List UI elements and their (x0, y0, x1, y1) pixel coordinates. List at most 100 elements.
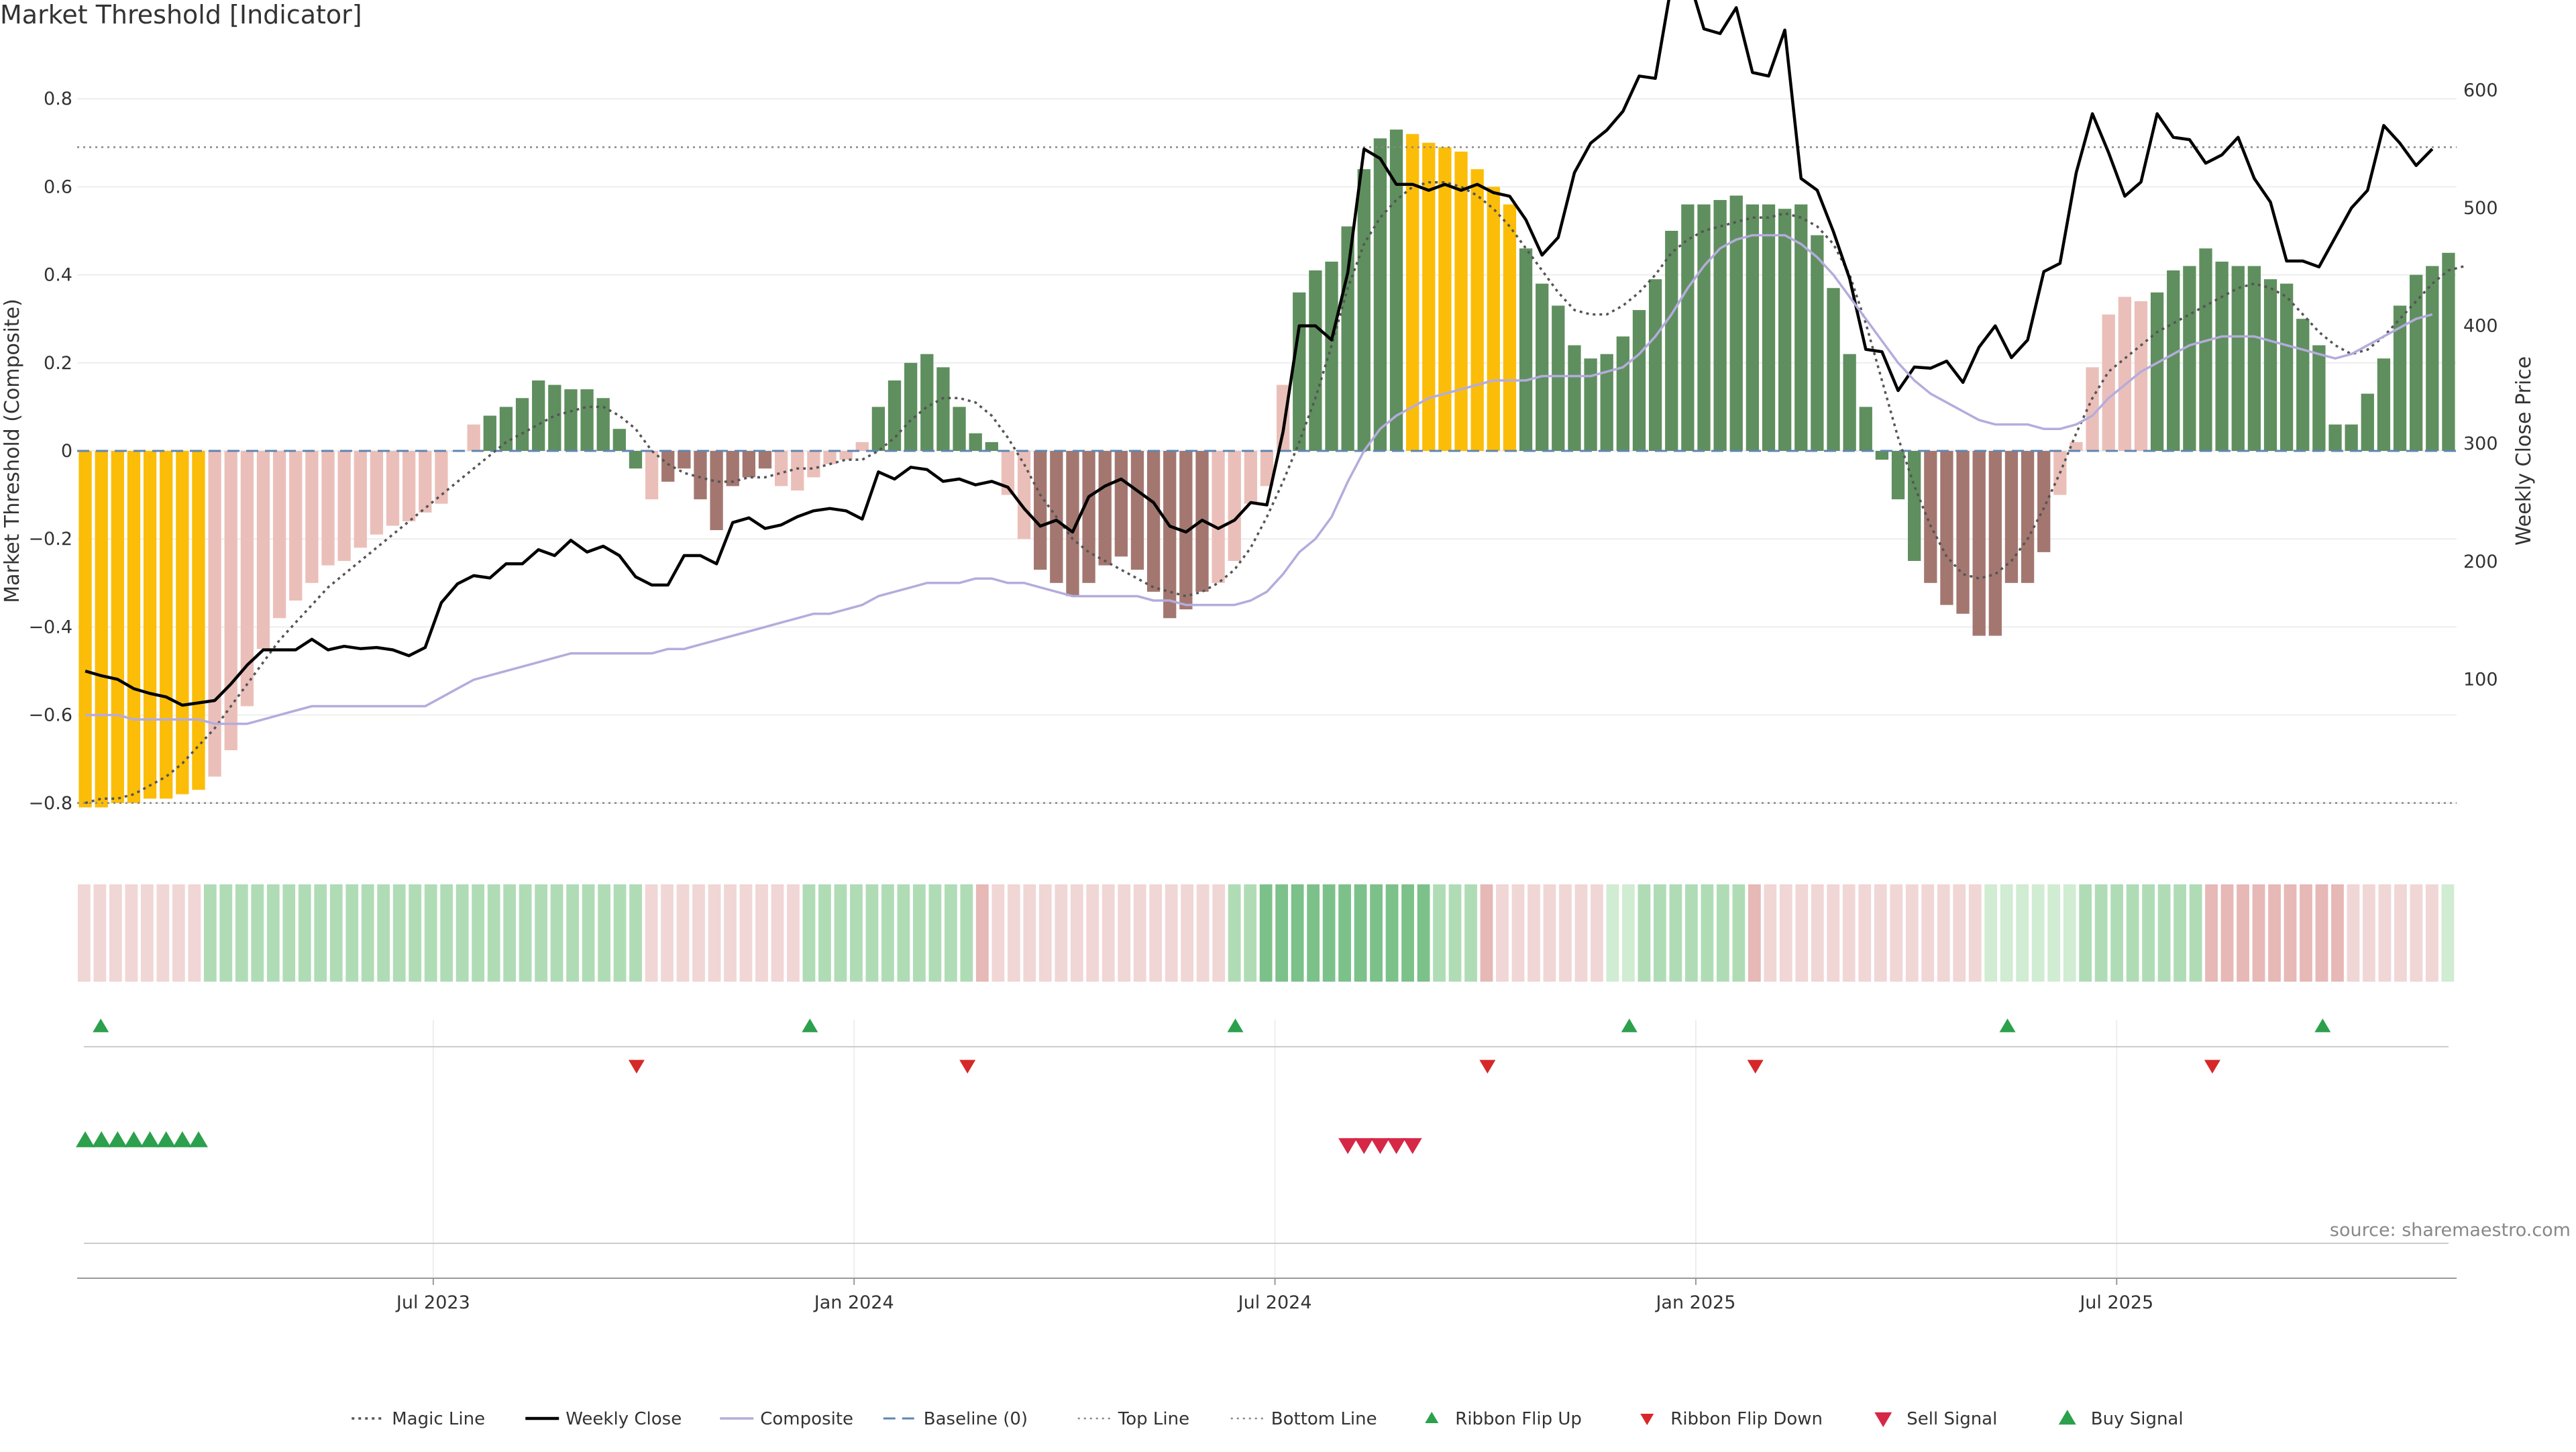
ribbon-cell (1622, 884, 1635, 982)
ribbon-cell (787, 884, 800, 982)
threshold-bar (402, 451, 416, 521)
ribbon-cell (1968, 884, 1982, 982)
ribbon-cell (1133, 884, 1146, 982)
threshold-bar (2296, 319, 2310, 451)
threshold-bar (1082, 451, 1095, 583)
threshold-bar (2070, 442, 2083, 451)
threshold-bar (435, 451, 448, 504)
ribbon-cell (1842, 884, 1856, 982)
buy-signal-marker (172, 1131, 192, 1147)
threshold-bar (2118, 297, 2132, 451)
ribbon-cell (2363, 884, 2375, 982)
threshold-bar (645, 451, 659, 500)
legend-swatch (1874, 1412, 1892, 1427)
threshold-bar (1811, 235, 1824, 451)
threshold-bar (467, 424, 480, 451)
threshold-bar (1697, 204, 1711, 451)
legend-label: Baseline (0) (924, 1409, 1028, 1429)
ribbon-cell (1953, 884, 1966, 982)
ribbon-cell (2205, 884, 2218, 982)
ribbon-cell (1385, 884, 1399, 982)
threshold-bar (1503, 204, 1517, 451)
ribbon-cell (1070, 884, 1083, 982)
threshold-bar (1729, 195, 1743, 451)
threshold-bar (127, 451, 141, 803)
threshold-bar (1552, 305, 1565, 451)
ribbon-cell (2331, 884, 2344, 982)
threshold-bar (224, 451, 237, 751)
ribbon-flip-down-marker (1747, 1059, 1764, 1074)
ribbon-cell (1417, 884, 1430, 982)
threshold-bar (1422, 142, 1436, 452)
threshold-bar (920, 354, 934, 451)
ribbon-flip-up-marker (1999, 1019, 2016, 1033)
legend-swatch (2058, 1410, 2076, 1425)
threshold-bar (2167, 270, 2180, 451)
threshold-bar (1212, 451, 1225, 583)
ribbon-cell (266, 884, 280, 982)
ribbon-cell (991, 884, 1005, 982)
ribbon-cell (834, 884, 847, 982)
y-axis-label-left: Market Threshold (Composite) (1, 299, 24, 603)
threshold-bar (515, 398, 529, 451)
ribbon-cell (2426, 884, 2438, 982)
buy-signal-marker (92, 1131, 111, 1147)
ribbon-cell (2378, 884, 2392, 982)
threshold-bar (985, 442, 998, 451)
ribbon-cell (78, 884, 91, 982)
ribbon-cell (1937, 884, 1950, 982)
threshold-bar (1600, 354, 1613, 451)
threshold-bar (2279, 283, 2294, 451)
chart-title: Market Threshold [Indicator] (0, 0, 362, 30)
ribbon-cell (1244, 884, 1257, 982)
ribbon-cell (2441, 884, 2455, 982)
ribbon-cell (392, 884, 406, 982)
threshold-bar (1017, 451, 1031, 539)
ribbon-cell (1181, 884, 1194, 982)
ribbon-cell (219, 884, 233, 982)
threshold-bar (2231, 266, 2245, 451)
threshold-bar (289, 451, 303, 601)
threshold-bar (1778, 209, 1792, 451)
threshold-bar (321, 451, 335, 566)
ribbon-cell (850, 884, 863, 982)
ribbon-cell (125, 884, 138, 982)
ribbon-cell (2315, 884, 2328, 982)
ribbon-cell (1811, 884, 1824, 982)
threshold-bar (354, 451, 367, 548)
ribbon-cell (1795, 884, 1809, 982)
threshold-bar (1260, 451, 1274, 486)
ribbon-cell (282, 884, 296, 982)
threshold-bar (2215, 261, 2229, 451)
ribbon-cell (2252, 884, 2265, 982)
threshold-bar (337, 451, 351, 561)
threshold-bar (2442, 252, 2455, 451)
threshold-bar (1616, 336, 1629, 451)
threshold-bar (1940, 451, 1953, 605)
threshold-bar (532, 380, 545, 451)
threshold-bar (176, 451, 189, 794)
ribbon-cell (472, 884, 485, 982)
threshold-bar (1357, 169, 1371, 451)
buy-signal-marker (108, 1131, 127, 1147)
x-tick-label: Jul 2023 (395, 1292, 470, 1313)
ribbon-cell (960, 884, 973, 982)
ribbon-cell (251, 884, 264, 982)
ribbon-cell (1370, 884, 1383, 982)
left-tick-label: −0.2 (28, 529, 72, 550)
legend-label: Weekly Close (566, 1409, 682, 1429)
threshold-bar (953, 407, 966, 451)
threshold-bar (2004, 451, 2019, 583)
ribbon-cell (1275, 884, 1289, 982)
ribbon-flip-down-marker (1479, 1059, 1496, 1074)
threshold-bar (305, 451, 319, 583)
ribbon-cell (1149, 884, 1163, 982)
ribbon-cell (2000, 884, 2013, 982)
buy-signal-marker (156, 1131, 176, 1147)
threshold-bar (629, 451, 643, 469)
ribbon-cell (1102, 884, 1115, 982)
left-tick-label: 0.6 (44, 176, 72, 197)
threshold-bar (742, 451, 756, 478)
ribbon-cell (93, 884, 107, 982)
threshold-bar (386, 451, 400, 526)
